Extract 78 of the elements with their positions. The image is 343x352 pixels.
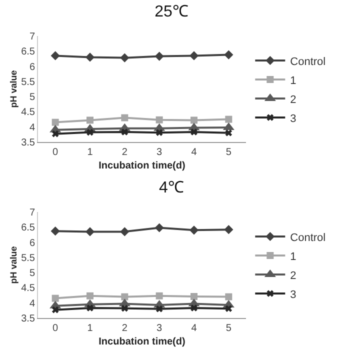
point [189,51,199,60]
x-axis-title: Incubation time(d) [98,160,186,172]
y-tick-label: 4.5 [21,283,36,294]
y-axis-title: pH value [8,70,18,108]
point [190,128,198,136]
y-tick-label: 5 [29,92,36,104]
y-tick-label: 4 [29,122,36,134]
legend-label: 1 [290,250,296,263]
legend-label: 2 [290,94,296,106]
point [156,116,163,124]
y-tick-label: 5.5 [21,252,36,264]
legend-label: Control [290,56,326,68]
x-axis-title: Incubation time(d) [98,336,186,348]
x-tick-label: 4 [191,147,198,158]
point [190,304,198,312]
chart-title: 4℃ [159,179,184,196]
x-tick-label: 4 [191,323,198,334]
point [121,293,128,300]
point [225,116,232,123]
point [120,53,130,62]
point [154,223,164,232]
x-tick-label: 0 [52,147,59,158]
chart-title: 25℃ [154,3,188,20]
x-tick-label: 5 [226,147,232,158]
point [121,304,128,312]
point [224,50,234,60]
point [86,292,94,300]
point [86,116,94,124]
point [156,306,163,312]
x-tick-label: 2 [122,323,128,334]
point [86,128,94,136]
point [154,52,164,61]
point [120,227,130,236]
y-tick-label: 7 [29,208,36,218]
x-tick-label: 1 [87,323,94,334]
legend-label: 1 [290,74,296,87]
point [86,304,94,312]
x-tick-label: 5 [226,323,232,334]
legend-label: 3 [290,288,296,301]
point [50,51,60,60]
point [225,130,232,136]
point [85,227,95,236]
x-tick-label: 0 [52,323,59,334]
point [225,293,232,300]
x-tick-label: 3 [156,147,163,158]
point [121,114,128,122]
point [50,226,60,236]
legend-label: 3 [290,112,296,125]
x-tick-label: 3 [156,323,163,334]
point [156,129,163,136]
y-tick-label: 6 [29,238,36,249]
y-tick-label: 5.5 [21,76,36,88]
y-tick-label: 4.5 [21,107,36,118]
y-tick-label: 7 [29,32,36,42]
y-tick-label: 6.5 [21,46,36,58]
point [121,128,128,136]
point [52,118,59,126]
y-tick-label: 6 [29,62,36,73]
y-tick-label: 4 [29,298,36,310]
point [52,130,59,138]
point [52,294,59,302]
point [190,293,198,300]
y-tick-label: 3.5 [21,138,36,148]
point [156,292,163,300]
point [190,116,198,124]
y-tick-label: 3.5 [21,314,36,324]
y-tick-label: 5 [29,268,36,280]
point [224,225,234,234]
point [189,226,199,235]
point [225,305,232,312]
x-tick-label: 2 [122,147,128,158]
point [85,52,95,62]
y-axis-title: pH value [8,246,18,284]
legend-label: 2 [290,270,296,282]
y-tick-label: 6.5 [21,222,36,234]
legend-label: Control [290,232,326,244]
point [52,306,59,314]
x-tick-label: 1 [87,147,94,158]
